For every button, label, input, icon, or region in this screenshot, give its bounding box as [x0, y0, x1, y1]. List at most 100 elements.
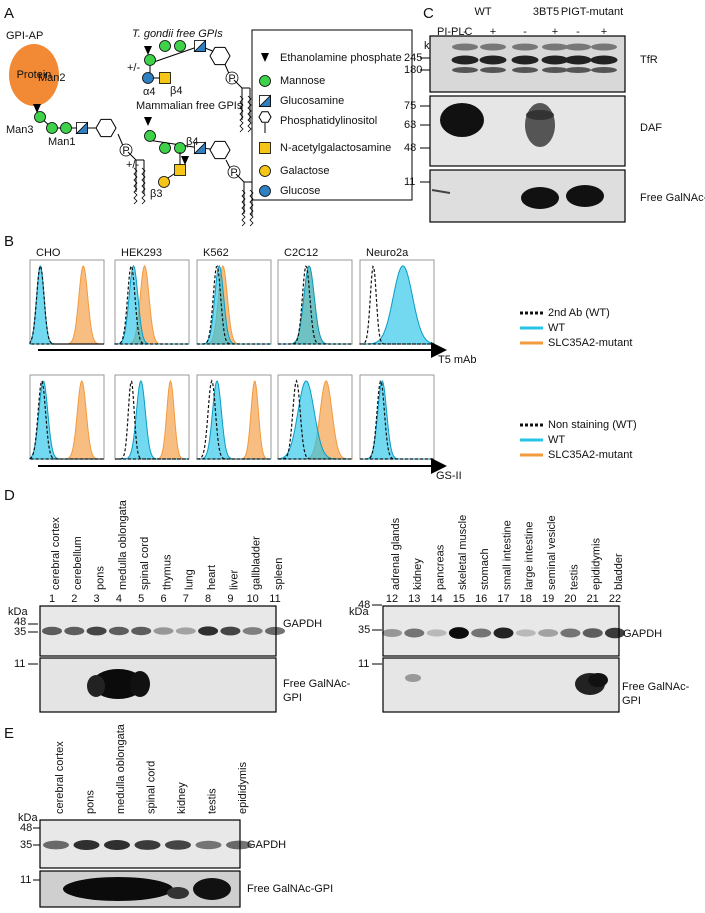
marker-label: 11	[14, 658, 25, 670]
connector	[235, 173, 245, 183]
band	[521, 187, 559, 209]
symbol	[209, 46, 231, 66]
symbol	[159, 72, 171, 84]
marker-label: 75	[404, 100, 416, 112]
histogram-curve	[115, 380, 189, 460]
symbol	[46, 122, 58, 134]
connector	[127, 151, 137, 161]
panel-label: E	[4, 725, 14, 742]
symbol	[259, 142, 271, 154]
band	[560, 628, 581, 638]
band	[193, 878, 231, 900]
band	[104, 840, 130, 850]
histogram-curve	[359, 265, 435, 345]
tissue-label: liver	[228, 569, 240, 590]
gpi-ap-label: GPI-AP	[6, 30, 43, 42]
legend-label: WT	[548, 434, 565, 446]
band	[493, 627, 514, 639]
histogram-curve	[29, 264, 104, 345]
lane-number: 3	[94, 593, 100, 605]
band	[511, 55, 539, 65]
blot-label: GPI	[283, 692, 302, 704]
band	[588, 673, 608, 687]
tissue-label: pons	[95, 566, 107, 590]
symbol	[258, 111, 272, 123]
lane-number: 15	[453, 593, 465, 605]
histogram-frame	[196, 259, 272, 345]
tissue-label: spinal cord	[139, 537, 151, 590]
tissue-label: small intestine	[501, 520, 513, 590]
band	[566, 185, 604, 207]
sign-label: +	[552, 26, 558, 38]
symbol	[60, 122, 72, 134]
tissue-label: pancreas	[435, 544, 447, 590]
tissue-label: medulla oblongata	[115, 723, 127, 814]
marker-label: 180	[404, 64, 422, 76]
cell-line-label: CHO	[36, 247, 61, 259]
treatment-label: PI-PLC	[437, 26, 473, 38]
legend-label: SLC35A2-mutant	[548, 449, 632, 461]
symbol	[33, 104, 41, 113]
connector	[147, 45, 201, 65]
band	[451, 55, 479, 65]
band	[242, 627, 263, 635]
symbol	[144, 46, 152, 55]
band	[63, 877, 173, 901]
marker-label: 11	[358, 658, 369, 670]
tissue-label: kidney	[412, 558, 424, 590]
panel-label: A	[4, 5, 14, 22]
band	[130, 671, 150, 697]
kda-label: kDa	[349, 606, 369, 618]
symbol	[142, 72, 154, 84]
symbol	[174, 164, 186, 176]
symbol	[181, 156, 189, 165]
band	[542, 67, 568, 73]
lane-number: 9	[227, 593, 233, 605]
connector	[431, 189, 451, 194]
band	[198, 626, 219, 636]
band	[591, 67, 617, 73]
marker-label: 245	[404, 52, 422, 64]
band	[452, 67, 478, 73]
band	[542, 43, 568, 51]
legend-label: SLC35A2-mutant	[548, 337, 632, 349]
histogram-curve	[278, 265, 352, 345]
lipid	[247, 95, 252, 133]
legend-label: 2nd Ab (WT)	[548, 307, 610, 319]
cell-line-label: C2C12	[284, 247, 318, 259]
band	[405, 674, 421, 682]
band	[605, 627, 625, 639]
marker-label: 48	[404, 142, 416, 154]
band	[480, 43, 506, 51]
band	[512, 67, 538, 73]
lane-number: 14	[430, 593, 442, 605]
lane-number: 5	[138, 593, 144, 605]
lane-number: 7	[183, 593, 189, 605]
marker-label: 35	[358, 624, 370, 636]
protein	[9, 44, 59, 106]
axis-label: T5 mAb	[438, 354, 477, 366]
band	[448, 627, 469, 639]
legend-label: Non staining (WT)	[548, 419, 637, 431]
symbol	[259, 185, 271, 197]
histogram-curve	[360, 380, 434, 460]
tissue-label: pons	[84, 790, 96, 814]
cell-line-label: Neuro2a	[366, 247, 409, 259]
band	[479, 55, 507, 65]
tissue-label: lung	[184, 569, 196, 590]
histogram-curve	[196, 379, 271, 460]
blot-label: GAPDH	[247, 839, 286, 851]
band	[565, 67, 591, 73]
sign-label: -	[523, 26, 527, 38]
lane-number: 21	[587, 593, 599, 605]
band	[42, 626, 62, 636]
tissue-label: cerebellum	[72, 536, 84, 590]
tissue-label: cerebral cortex	[54, 741, 66, 814]
tissue-label: testis	[206, 788, 218, 814]
symbol	[144, 130, 156, 142]
band	[167, 887, 189, 899]
tissue-label: medulla oblongata	[117, 499, 129, 590]
tissue-label: seminal vesicle	[546, 515, 558, 590]
symbol	[259, 165, 271, 177]
blot-label: Free GalNAc-GPI	[640, 192, 705, 204]
